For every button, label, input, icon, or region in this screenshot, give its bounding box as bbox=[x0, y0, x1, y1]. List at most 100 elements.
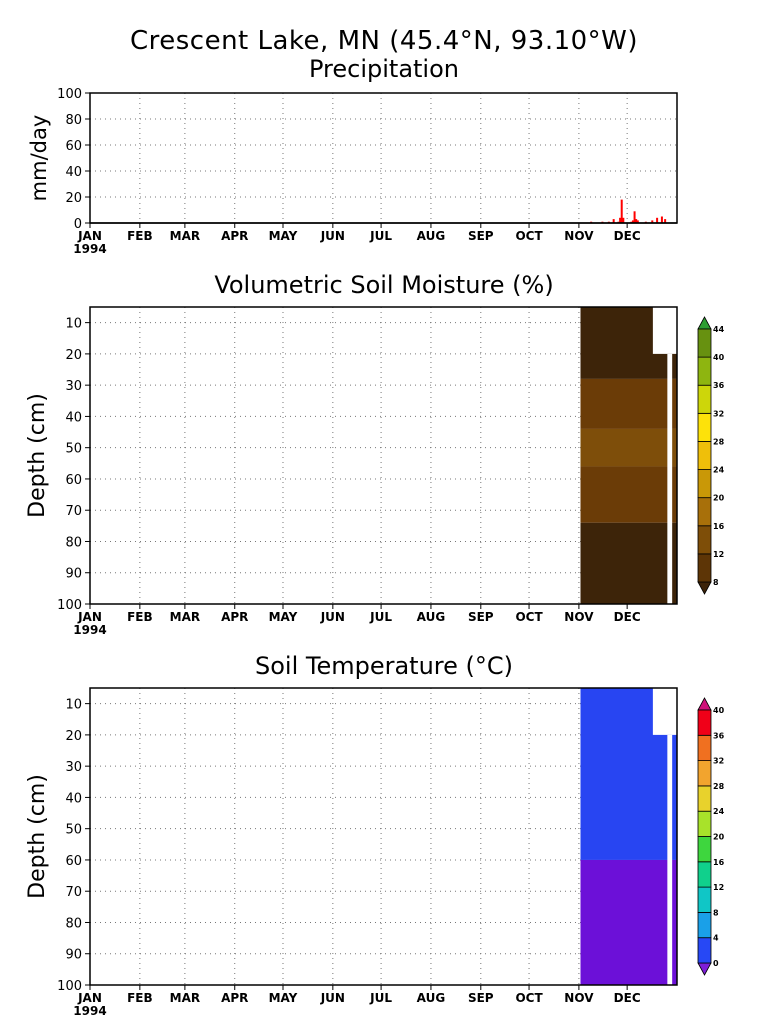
x-tick-label: OCT bbox=[515, 229, 543, 243]
moisture-colorbar-label: 28 bbox=[713, 437, 725, 446]
y-tick-label: 90 bbox=[65, 567, 82, 582]
temperature-colorbar-swatch bbox=[697, 861, 712, 888]
precip-bar bbox=[620, 199, 623, 223]
temperature-colorbar-label: 36 bbox=[713, 731, 725, 740]
moisture-colorbar-swatch bbox=[697, 441, 712, 470]
precip-bar bbox=[664, 219, 667, 223]
precip-bar bbox=[656, 217, 659, 223]
y-tick-label: 60 bbox=[65, 473, 82, 488]
x-tick-label: APR bbox=[221, 229, 248, 243]
y-tick-label: 20 bbox=[65, 348, 82, 363]
precip-bar bbox=[636, 220, 639, 223]
y-tick-label: 10 bbox=[65, 317, 82, 332]
moisture-colorbar-swatch bbox=[697, 469, 712, 499]
x-tick-label: MAR bbox=[170, 229, 200, 243]
moisture-layer bbox=[580, 466, 677, 523]
precip-y-label: mm/day bbox=[27, 115, 51, 202]
temperature-y-label: Depth (cm) bbox=[25, 774, 50, 899]
temperature-colorbar-cap bbox=[697, 962, 712, 976]
precip-bar bbox=[619, 217, 622, 223]
temperature-colorbar-label: 40 bbox=[713, 706, 725, 715]
temperature-colorbar-label: 8 bbox=[713, 908, 719, 917]
x-tick-label: JAN bbox=[77, 610, 102, 624]
x-tick-label: MAR bbox=[170, 610, 200, 624]
moisture-colorbar-label: 40 bbox=[713, 353, 725, 362]
y-tick-label: 20 bbox=[65, 729, 82, 744]
x-tick-label: AUG bbox=[417, 991, 446, 1005]
temperature-colorbar-swatch bbox=[697, 785, 712, 812]
temperature-colorbar-label: 0 bbox=[713, 959, 719, 968]
x-tick-label: JAN bbox=[77, 991, 102, 1005]
moisture-colorbar-label: 16 bbox=[713, 522, 725, 531]
chart-title: Crescent Lake, MN (45.4°N, 93.10°W) bbox=[129, 26, 639, 56]
y-tick-label: 100 bbox=[57, 979, 82, 994]
moisture-colorbar-swatch bbox=[697, 328, 712, 358]
x-year-label: 1994 bbox=[73, 1004, 106, 1018]
x-tick-label: DEC bbox=[614, 229, 641, 243]
x-tick-label: AUG bbox=[417, 229, 446, 243]
precip-bar bbox=[633, 211, 636, 223]
moisture-colorbar-swatch bbox=[697, 356, 712, 386]
x-tick-label: MAR bbox=[170, 991, 200, 1005]
x-tick-label: JUL bbox=[369, 610, 392, 624]
x-tick-label: JUN bbox=[320, 229, 345, 243]
x-tick-label: FEB bbox=[127, 229, 153, 243]
temperature-colorbar-swatch bbox=[697, 760, 712, 787]
temperature-colorbar-label: 20 bbox=[713, 833, 725, 842]
x-tick-label: AUG bbox=[417, 610, 446, 624]
precip-frame bbox=[89, 92, 678, 224]
y-tick-label: 30 bbox=[65, 379, 82, 394]
y-tick-label: 30 bbox=[65, 760, 82, 775]
y-tick-label: 70 bbox=[65, 885, 82, 900]
moisture-frame bbox=[89, 306, 678, 605]
moisture-colorbar-swatch bbox=[697, 525, 712, 555]
missing-data bbox=[667, 353, 673, 604]
y-tick-label: 50 bbox=[65, 442, 82, 457]
x-tick-label: DEC bbox=[614, 610, 641, 624]
x-tick-label: SEP bbox=[468, 991, 494, 1005]
y-tick-label: 60 bbox=[65, 854, 82, 869]
temperature-colorbar-label: 4 bbox=[713, 934, 719, 943]
moisture-colorbar-label: 36 bbox=[713, 381, 725, 390]
precip-subtitle: Precipitation bbox=[308, 55, 459, 83]
y-tick-label: 90 bbox=[65, 948, 82, 963]
y-tick-label: 20 bbox=[65, 191, 82, 206]
x-year-label: 1994 bbox=[73, 623, 106, 637]
moisture-colorbar-label: 12 bbox=[713, 550, 724, 559]
x-tick-label: JUL bbox=[369, 991, 392, 1005]
moisture-colorbar-label: 32 bbox=[713, 409, 724, 418]
temperature-colorbar-label: 12 bbox=[713, 883, 724, 892]
y-tick-label: 80 bbox=[65, 113, 82, 128]
temperature-colorbar-swatch bbox=[697, 810, 712, 837]
temperature-colorbar-swatch bbox=[697, 912, 712, 939]
y-tick-label: 40 bbox=[65, 165, 82, 180]
y-tick-label: 100 bbox=[57, 598, 82, 613]
moisture-colorbar-label: 8 bbox=[713, 578, 719, 587]
precip-bar bbox=[631, 220, 634, 223]
temperature-colorbar-swatch bbox=[697, 734, 712, 761]
temperature-colorbar-label: 32 bbox=[713, 757, 724, 766]
precip-bar bbox=[612, 219, 615, 223]
moisture-layer bbox=[580, 428, 677, 467]
x-tick-label: JUL bbox=[369, 229, 392, 243]
moisture-colorbar-cap bbox=[697, 316, 712, 330]
moisture-colorbar-label: 20 bbox=[713, 494, 725, 503]
missing-data bbox=[652, 688, 677, 735]
moisture-y-label: Depth (cm) bbox=[25, 393, 50, 518]
moisture-colorbar-swatch bbox=[697, 553, 712, 583]
y-tick-label: 70 bbox=[65, 504, 82, 519]
temperature-title: Soil Temperature (°C) bbox=[255, 652, 513, 680]
temperature-colorbar-label: 28 bbox=[713, 782, 725, 791]
precip-bar bbox=[660, 216, 663, 223]
x-tick-label: MAY bbox=[269, 610, 298, 624]
moisture-colorbar-cap bbox=[697, 581, 712, 595]
x-tick-label: OCT bbox=[515, 610, 543, 624]
moisture-colorbar-label: 44 bbox=[713, 325, 725, 334]
x-tick-label: APR bbox=[221, 991, 248, 1005]
moisture-colorbar-swatch bbox=[697, 497, 712, 527]
x-tick-label: SEP bbox=[468, 229, 494, 243]
x-tick-label: FEB bbox=[127, 610, 153, 624]
x-tick-label: NOV bbox=[564, 991, 594, 1005]
x-tick-label: OCT bbox=[515, 991, 543, 1005]
moisture-layer bbox=[580, 522, 677, 604]
